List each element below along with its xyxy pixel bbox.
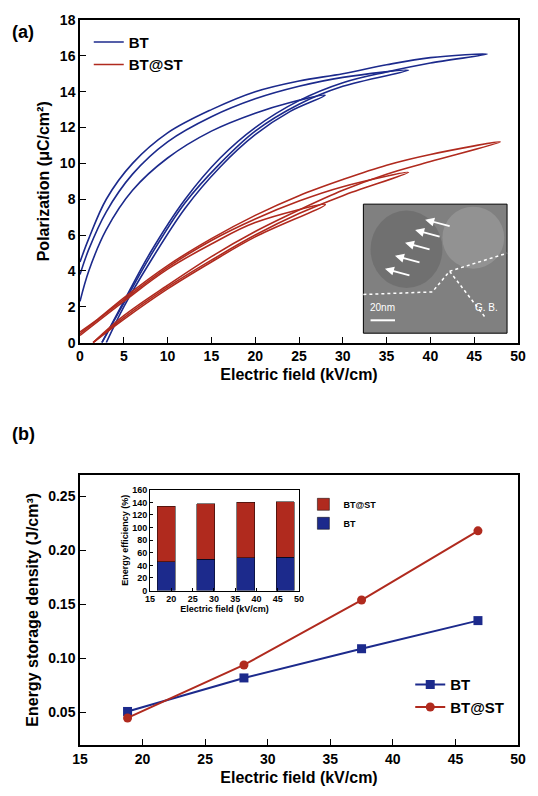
- svg-text:25: 25: [291, 348, 307, 364]
- svg-text:Energy efficiency (%): Energy efficiency (%): [120, 495, 130, 586]
- svg-text:8: 8: [68, 191, 76, 207]
- svg-text:20: 20: [135, 751, 151, 767]
- svg-text:140: 140: [132, 498, 147, 508]
- svg-text:BT: BT: [450, 676, 470, 693]
- svg-text:10: 10: [60, 155, 76, 171]
- svg-text:Polarization (μC/cm²): Polarization (μC/cm²): [35, 101, 52, 261]
- svg-text:20: 20: [247, 348, 263, 364]
- svg-text:45: 45: [273, 594, 283, 604]
- svg-text:BT: BT: [129, 34, 149, 51]
- svg-text:0: 0: [142, 586, 147, 596]
- svg-text:10: 10: [160, 348, 176, 364]
- svg-text:0.05: 0.05: [48, 704, 75, 720]
- svg-text:20: 20: [166, 594, 176, 604]
- svg-text:40: 40: [423, 348, 439, 364]
- svg-text:15: 15: [204, 348, 220, 364]
- svg-text:BT@ST: BT@ST: [450, 699, 504, 716]
- svg-text:(b): (b): [12, 424, 35, 444]
- svg-text:Electric field (kV/cm): Electric field (kV/cm): [220, 769, 377, 786]
- svg-text:25: 25: [197, 751, 213, 767]
- svg-text:25: 25: [188, 594, 198, 604]
- svg-text:16: 16: [60, 48, 76, 64]
- svg-text:50: 50: [510, 751, 526, 767]
- svg-text:(a): (a): [12, 22, 34, 42]
- svg-text:Energy storage density (J/cm³): Energy storage density (J/cm³): [24, 493, 41, 727]
- svg-text:0.25: 0.25: [48, 488, 75, 504]
- svg-text:0: 0: [76, 348, 84, 364]
- svg-text:40: 40: [251, 594, 261, 604]
- svg-text:BT@ST: BT@ST: [343, 500, 376, 510]
- svg-text:20nm: 20nm: [370, 302, 395, 313]
- svg-text:0: 0: [68, 335, 76, 351]
- svg-text:30: 30: [335, 348, 351, 364]
- svg-text:30: 30: [260, 751, 276, 767]
- svg-text:60: 60: [137, 548, 147, 558]
- svg-text:50: 50: [510, 348, 526, 364]
- svg-text:50: 50: [294, 594, 304, 604]
- svg-text:BT@ST: BT@ST: [129, 56, 183, 73]
- svg-text:12: 12: [60, 119, 76, 135]
- svg-text:5: 5: [120, 348, 128, 364]
- svg-text:14: 14: [60, 84, 76, 100]
- svg-text:0.20: 0.20: [48, 542, 75, 558]
- svg-text:120: 120: [132, 510, 147, 520]
- svg-text:35: 35: [379, 348, 395, 364]
- svg-text:30: 30: [209, 594, 219, 604]
- svg-text:100: 100: [132, 523, 147, 533]
- svg-text:0.15: 0.15: [48, 596, 75, 612]
- svg-text:G. B.: G. B.: [475, 302, 498, 313]
- svg-text:45: 45: [448, 751, 464, 767]
- svg-text:Electric field (kV/cm): Electric field (kV/cm): [180, 604, 269, 614]
- svg-text:35: 35: [230, 594, 240, 604]
- svg-text:15: 15: [72, 751, 88, 767]
- svg-text:Electric field (kV/cm): Electric field (kV/cm): [220, 366, 377, 383]
- svg-text:160: 160: [132, 485, 147, 495]
- svg-text:6: 6: [68, 227, 76, 243]
- svg-text:18: 18: [60, 12, 76, 28]
- svg-text:15: 15: [145, 594, 155, 604]
- svg-text:80: 80: [137, 535, 147, 545]
- svg-text:20: 20: [137, 573, 147, 583]
- svg-text:35: 35: [323, 751, 339, 767]
- svg-text:0.10: 0.10: [48, 650, 75, 666]
- svg-text:2: 2: [68, 299, 76, 315]
- svg-text:45: 45: [466, 348, 482, 364]
- svg-text:BT: BT: [343, 519, 355, 529]
- svg-text:40: 40: [385, 751, 401, 767]
- svg-text:40: 40: [137, 561, 147, 571]
- svg-text:4: 4: [68, 263, 76, 279]
